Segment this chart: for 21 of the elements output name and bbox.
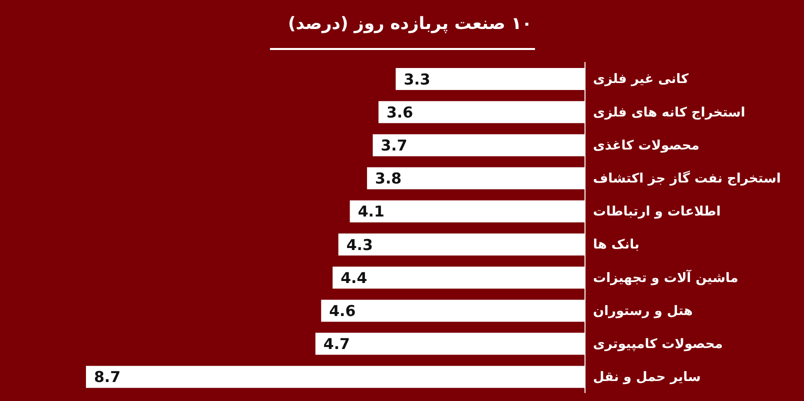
y-tick-label: سایر حمل و نقل [593,370,701,386]
data-label: 8.7 [94,368,121,386]
data-label: 4.6 [329,302,356,320]
data-label: 3.6 [386,103,414,122]
y-tick-label: استخراج کانه های فلزی [593,105,746,120]
data-label: 4.7 [323,335,350,354]
data-label: 3.3 [404,70,430,88]
y-tick-label: استخراج نفت گاز جز اکتشاف [593,170,781,186]
y-tick-label: کانی غیر فلزی [593,72,690,88]
y-tick-label: بانک ها [593,238,640,253]
y-tick-label: محصولات کاغذی [593,138,700,154]
y-tick-label: اطلاعات و ارتباطات [593,204,721,220]
data-label: 4.3 [346,236,373,254]
data-label: 3.7 [380,136,408,154]
y-tick-label: ماشین آلات و تجهیزات [593,268,738,286]
data-label: 4.1 [358,202,384,221]
chart-title: ۱۰ صنعت پربازده روز (درصد) [286,14,534,34]
data-label: 3.8 [375,170,402,188]
data-label: 4.4 [340,268,368,287]
y-tick-label: محصولات کامپیوتری [593,336,723,352]
y-tick-label: هتل و رستوران [593,304,693,319]
